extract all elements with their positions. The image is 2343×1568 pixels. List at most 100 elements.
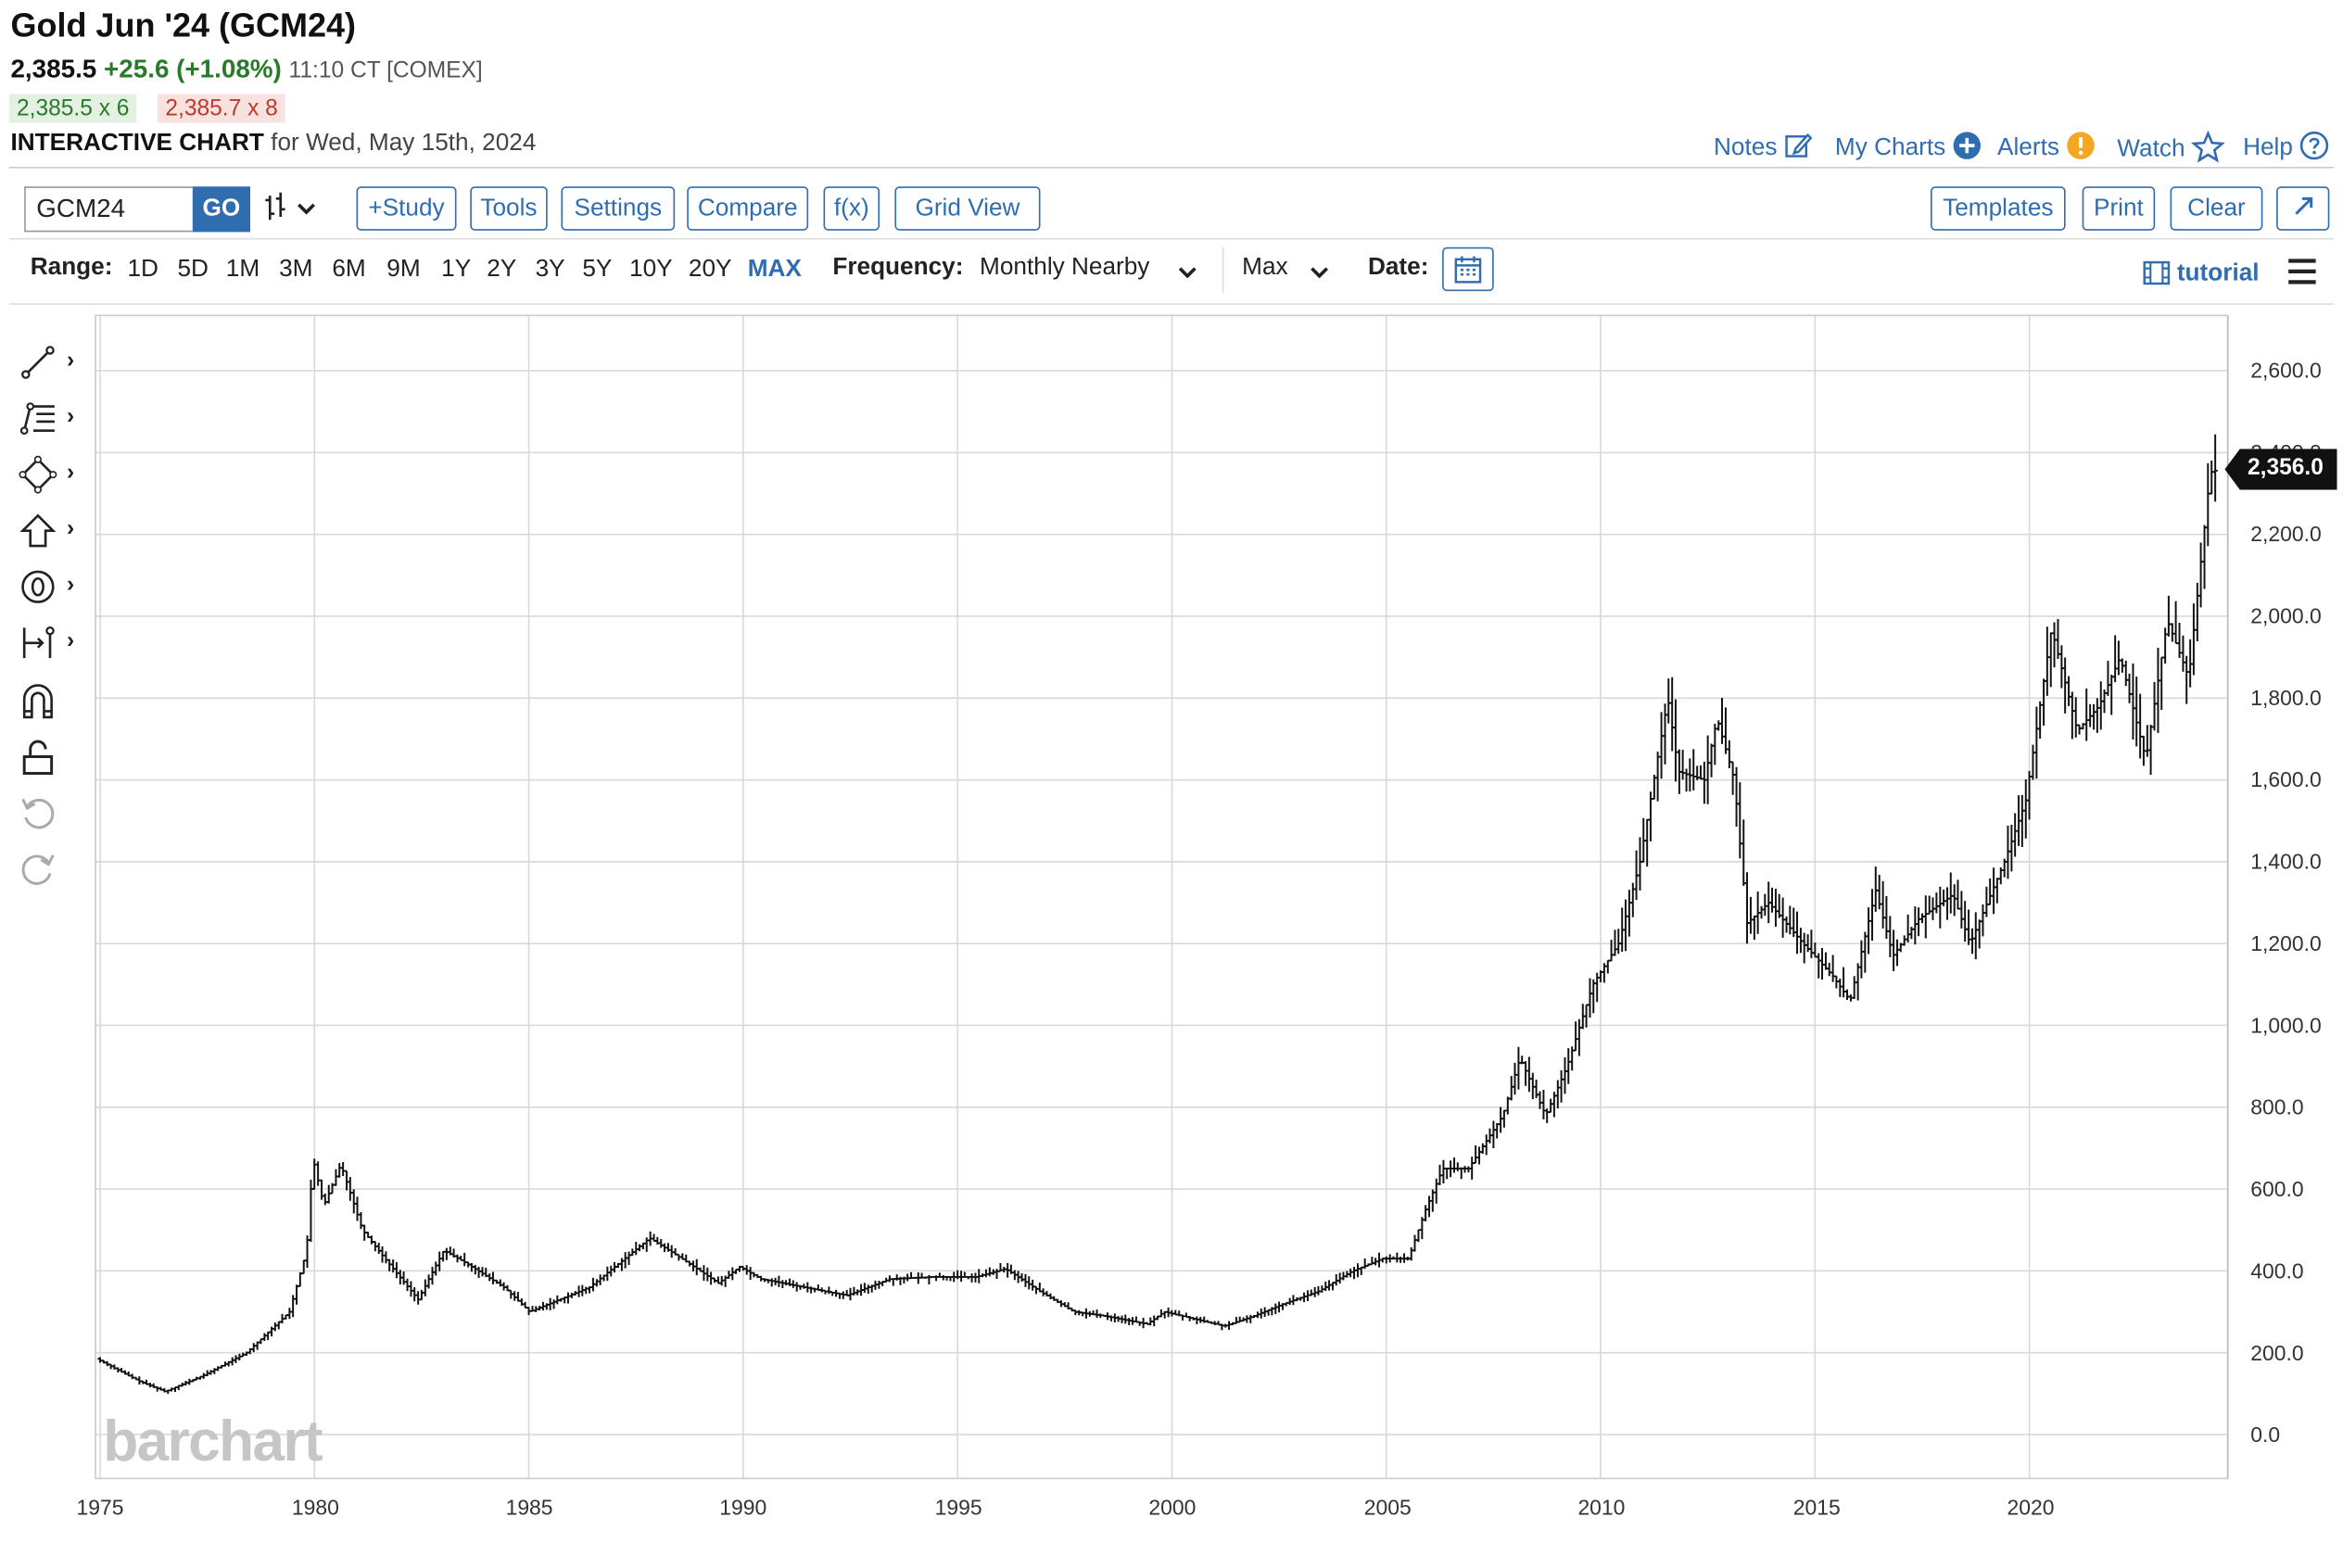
calendar-icon [1454, 256, 1482, 284]
range-10y[interactable]: 10Y [629, 256, 673, 283]
star-icon [2191, 130, 2226, 163]
magnet-icon [22, 684, 53, 719]
chart-date: for Wed, May 15th, 2024 [271, 130, 537, 157]
watch-label: Watch [2117, 136, 2185, 163]
range-bar-divider [8, 303, 2335, 305]
arrow-tool[interactable]: › [19, 511, 82, 550]
undo-tool[interactable] [19, 793, 82, 833]
max-dropdown[interactable]: Max [1242, 255, 1336, 291]
range-3m[interactable]: 3M [279, 256, 313, 283]
frequency-value: Monthly Nearby [980, 254, 1150, 281]
date-picker-button[interactable] [1442, 247, 1494, 292]
expand-arrow-icon [2294, 196, 2312, 215]
chevron-down-icon [1311, 267, 1329, 279]
range-1y[interactable]: 1Y [441, 256, 472, 283]
x-tick-label: 2015 [1792, 1495, 1841, 1520]
barchart-watermark: barchart [103, 1410, 323, 1474]
x-tick-label: 1985 [505, 1495, 553, 1520]
x-tick-label: 2020 [2007, 1495, 2055, 1520]
price-flag-shape [2224, 449, 2337, 490]
film-icon [2143, 260, 2171, 285]
alerts-link[interactable]: Alerts [1997, 131, 2096, 164]
plus-circle-icon [1954, 132, 1982, 159]
x-tick-label: 2000 [1148, 1495, 1197, 1520]
chevron-right-icon: › [66, 627, 75, 654]
price-change: +25.6 (+1.08%) [104, 54, 282, 83]
y-tick-label: 2,200.0 [2250, 521, 2322, 547]
y-tick-label: 1,400.0 [2250, 849, 2322, 874]
my-charts-link[interactable]: My Charts [1835, 131, 1982, 164]
templates-button[interactable]: Templates [1931, 186, 2066, 231]
up-arrow-icon [19, 513, 57, 548]
chevron-right-icon: › [66, 459, 75, 486]
go-button[interactable]: GO [192, 186, 250, 233]
alerts-label: Alerts [1997, 134, 2059, 161]
unlock-icon [22, 740, 54, 775]
magnet-tool[interactable] [19, 681, 82, 721]
my-charts-label: My Charts [1834, 134, 1946, 161]
range-5y[interactable]: 5Y [582, 256, 613, 283]
tools-button[interactable]: Tools [470, 186, 548, 231]
range-label: Range: [30, 254, 113, 281]
label-circle-icon [21, 570, 55, 603]
y-tick-label: 1,800.0 [2250, 685, 2322, 710]
y-tick-label: 800.0 [2250, 1094, 2304, 1119]
tutorial-link[interactable]: tutorial [2143, 260, 2260, 294]
clear-button[interactable]: Clear [2170, 186, 2263, 231]
print-button[interactable]: Print [2082, 186, 2156, 231]
fx-button[interactable]: f(x) [823, 186, 880, 231]
range-2y[interactable]: 2Y [487, 256, 517, 283]
y-tick-label: 400.0 [2250, 1258, 2304, 1283]
chart-caption: INTERACTIVE CHART for Wed, May 15th, 202… [10, 131, 536, 158]
lock-tool[interactable] [19, 737, 82, 777]
range-max[interactable]: MAX [747, 256, 802, 283]
help-link[interactable]: Help [2243, 131, 2330, 164]
price-chart[interactable] [0, 303, 2343, 1568]
help-label: Help [2243, 134, 2293, 161]
ask-badge: 2,385.7 x 8 [158, 94, 286, 123]
last-price: 2,385.5 [10, 54, 97, 83]
frequency-label: Frequency: [832, 254, 964, 281]
redo-icon [21, 854, 55, 885]
notes-link[interactable]: Notes [1714, 131, 1814, 164]
ohlc-bars [97, 434, 2218, 1395]
popout-button[interactable] [2276, 186, 2330, 231]
grid-view-button[interactable]: Grid View [894, 186, 1041, 231]
polygon-icon [19, 455, 57, 494]
watch-link[interactable]: Watch [2117, 130, 2226, 164]
last-price-label: 2,356.0 [2247, 454, 2324, 481]
range-6m[interactable]: 6M [332, 256, 366, 283]
price-bars-path [97, 434, 2218, 1395]
range-divider [1222, 247, 1224, 293]
compare-button[interactable]: Compare [687, 186, 809, 231]
shape-tool[interactable]: › [19, 455, 82, 495]
range-1d[interactable]: 1D [127, 256, 158, 283]
range-5d[interactable]: 5D [177, 256, 209, 283]
range-1m[interactable]: 1M [225, 256, 260, 283]
annotation-tool[interactable]: › [19, 567, 82, 607]
trend-line-icon [21, 346, 55, 379]
chevron-right-icon: › [66, 347, 75, 373]
chevron-right-icon: › [66, 403, 75, 430]
measure-tool[interactable]: › [19, 624, 82, 664]
frequency-dropdown[interactable]: Monthly Nearby [980, 255, 1207, 291]
x-tick-label: 1975 [76, 1495, 124, 1520]
range-9m[interactable]: 9M [386, 256, 421, 283]
symbol-input[interactable]: GCM24 [24, 186, 193, 233]
help-icon [2300, 131, 2329, 160]
fib-lines-icon [19, 402, 55, 436]
range-20y[interactable]: 20Y [688, 256, 732, 283]
redo-tool[interactable] [19, 849, 82, 889]
fibonacci-tool[interactable]: › [19, 398, 82, 438]
chevron-down-icon [1178, 267, 1197, 279]
range-3y[interactable]: 3Y [535, 256, 565, 283]
line-tool[interactable]: › [19, 343, 82, 383]
settings-button[interactable]: Settings [561, 186, 676, 231]
chart-type-dropdown[interactable] [264, 190, 324, 230]
study-button[interactable]: +Study [356, 186, 457, 231]
header-divider [8, 166, 2335, 169]
y-tick-label: 1,600.0 [2250, 766, 2322, 792]
alert-icon [2067, 132, 2096, 159]
menu-button[interactable] [2286, 258, 2319, 285]
measure-icon [22, 626, 55, 659]
